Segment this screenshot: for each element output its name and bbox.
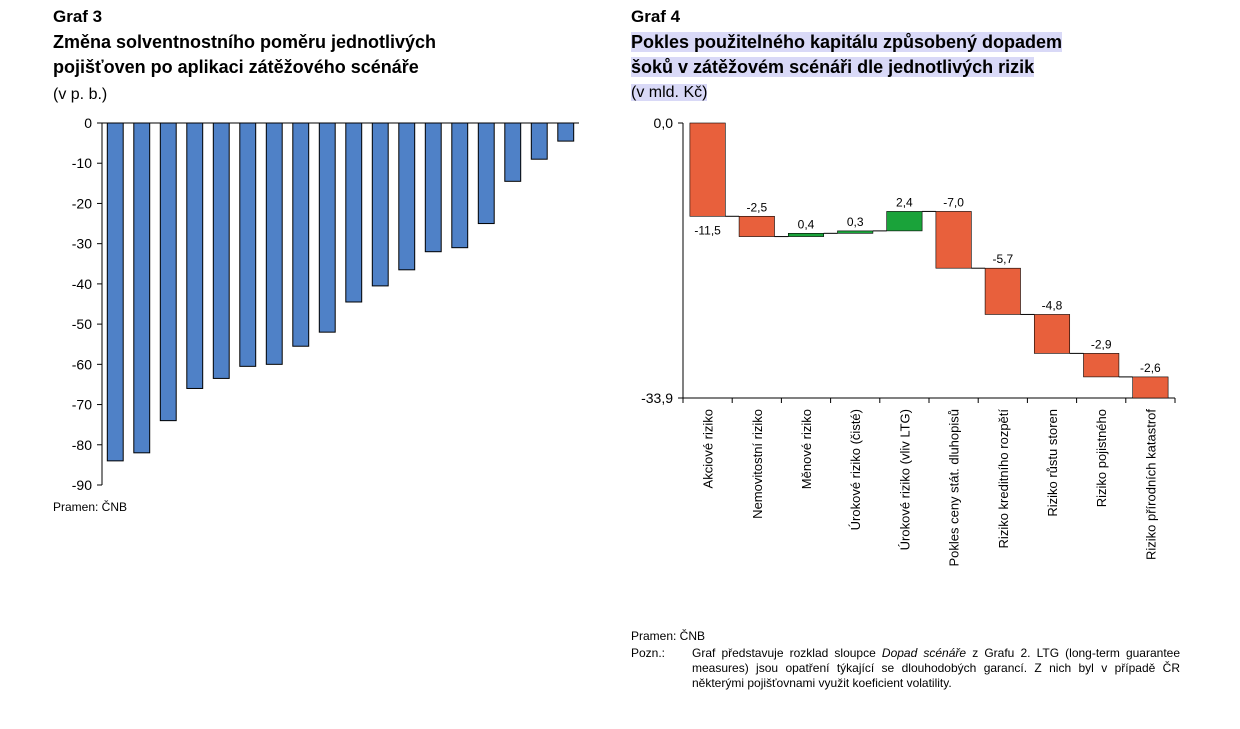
graf3-title: Změna solventnostního poměru jednotlivýc… bbox=[53, 30, 436, 80]
graf3-bar bbox=[345, 122, 363, 303]
graf4-data-label: -5,7 bbox=[992, 252, 1013, 266]
graf3-bar bbox=[504, 122, 522, 182]
graf4-category-label: Akciové riziko bbox=[701, 409, 716, 488]
graf4-category-label: Pokles ceny stát. dluhopisů bbox=[947, 409, 962, 567]
graf4-title-line-2: šoků v zátěžovém scénáři dle jednotlivýc… bbox=[631, 57, 1035, 77]
graf4-note-label: Pozn.: bbox=[631, 646, 666, 660]
graf4-bar bbox=[1083, 353, 1120, 378]
graf3-y-tick-label: -70 bbox=[72, 397, 92, 413]
graf3-y-tick-label: -30 bbox=[72, 236, 92, 252]
graf4-data-label: -2,5 bbox=[746, 200, 767, 214]
graf4-data-label: -4,8 bbox=[1042, 298, 1063, 312]
graf3-bar bbox=[292, 122, 310, 347]
graf3-y-tick-label: -40 bbox=[72, 276, 92, 292]
graf4-category-label: Měnové riziko bbox=[799, 409, 814, 489]
graf4-data-label: 0,3 bbox=[847, 215, 864, 229]
graf4-bar bbox=[1132, 376, 1169, 399]
graf3-bar bbox=[106, 122, 124, 462]
graf4-bar bbox=[935, 211, 972, 269]
graf3-y-tick-label: -80 bbox=[72, 437, 92, 453]
graf3-y-tick-label: -20 bbox=[72, 195, 92, 211]
graf3-bar bbox=[530, 122, 548, 160]
graf3-source: Pramen: ČNB bbox=[53, 500, 128, 514]
graf4-title-line-1: Pokles použitelného kapitálu způsobený d… bbox=[631, 32, 1063, 52]
graf4-category-label: Riziko přírodních katastrof bbox=[1143, 409, 1158, 560]
graf3-bar bbox=[159, 122, 177, 422]
graf3-title-line-1: Změna solventnostního poměru jednotlivýc… bbox=[53, 32, 437, 52]
graf4-bar bbox=[984, 267, 1021, 315]
graf4-bar bbox=[837, 230, 874, 234]
graf3-bar bbox=[212, 122, 230, 379]
graf3-chart: 0 -10 -20 -30 -40 -50 -60 -70 -80 -90 bbox=[72, 115, 579, 493]
graf4-data-label: -2,9 bbox=[1091, 337, 1112, 351]
graf4-panel: Graf 4 Pokles použitelného kapitálu způs… bbox=[620, 0, 1240, 729]
graf4-category-label: Úrokové riziko (čisté) bbox=[848, 409, 863, 530]
graf4-data-label: -7,0 bbox=[943, 195, 964, 209]
graf4-y-tick-label: 0,0 bbox=[654, 115, 674, 131]
graf4-note: Graf představuje rozklad sloupce Dopad s… bbox=[692, 646, 1181, 690]
graf4-bar bbox=[787, 233, 825, 237]
graf3-bar bbox=[239, 122, 257, 367]
graf3-y-tick-label: 0 bbox=[84, 115, 92, 131]
graf4-bar bbox=[689, 122, 726, 217]
graf4-title: Pokles použitelného kapitálu způsobený d… bbox=[631, 30, 1063, 80]
graf3-unit: (v p. b.) bbox=[53, 86, 108, 103]
graf4-label: Graf 4 bbox=[631, 7, 681, 26]
graf3-panel: Graf 3 Změna solventnostního poměru jedn… bbox=[0, 0, 600, 729]
graf3-label: Graf 3 bbox=[53, 7, 103, 26]
graf4-chart: 0,0 -33,9 -11,5 Akciové riziko -2,5 Nemovitos… bbox=[641, 115, 1176, 567]
graf4-source: Pramen: ČNB bbox=[631, 629, 706, 643]
graf3-bar bbox=[186, 122, 204, 389]
graf4-category-label: Riziko kreditního rozpětí bbox=[996, 409, 1011, 549]
graf3-y-tick-label: -90 bbox=[72, 477, 92, 493]
graf4-y-tick-label: -33,9 bbox=[641, 390, 673, 406]
graf3-bar bbox=[477, 122, 495, 225]
graf3-bar bbox=[557, 122, 575, 142]
graf4-category-label: Úrokové riziko (vliv LTG) bbox=[897, 409, 912, 550]
graf4-unit: (v mld. Kč) bbox=[631, 84, 708, 101]
graf3-y-tick-label: -10 bbox=[72, 155, 92, 171]
graf4-data-label: 2,4 bbox=[896, 195, 913, 209]
graf4-data-label: -11,5 bbox=[694, 223, 721, 237]
graf3-title-line-2: pojišťoven po aplikaci zátěžového scénář… bbox=[53, 57, 419, 77]
graf3-y-tick-label: -50 bbox=[72, 316, 92, 332]
graf3-bar bbox=[398, 122, 416, 271]
graf4-bar bbox=[886, 211, 923, 232]
graf4-category-label: Nemovitostní riziko bbox=[750, 409, 765, 519]
graf3-bar bbox=[424, 122, 442, 253]
graf3-bar bbox=[371, 122, 389, 287]
graf4-category-label: Riziko pojistného bbox=[1094, 409, 1109, 507]
graf4-data-label: -2,6 bbox=[1140, 361, 1161, 375]
graf4-category-label: Riziko růstu storen bbox=[1045, 409, 1060, 517]
graf3-y-tick-label: -60 bbox=[72, 356, 92, 372]
graf4-data-label: 0,4 bbox=[798, 217, 815, 231]
graf3-bar bbox=[451, 122, 469, 249]
graf3-bar bbox=[318, 122, 336, 333]
graf3-bar bbox=[265, 122, 283, 365]
graf4-bar bbox=[1033, 314, 1071, 354]
graf3-bar bbox=[133, 122, 151, 454]
graf4-bar bbox=[738, 215, 775, 237]
